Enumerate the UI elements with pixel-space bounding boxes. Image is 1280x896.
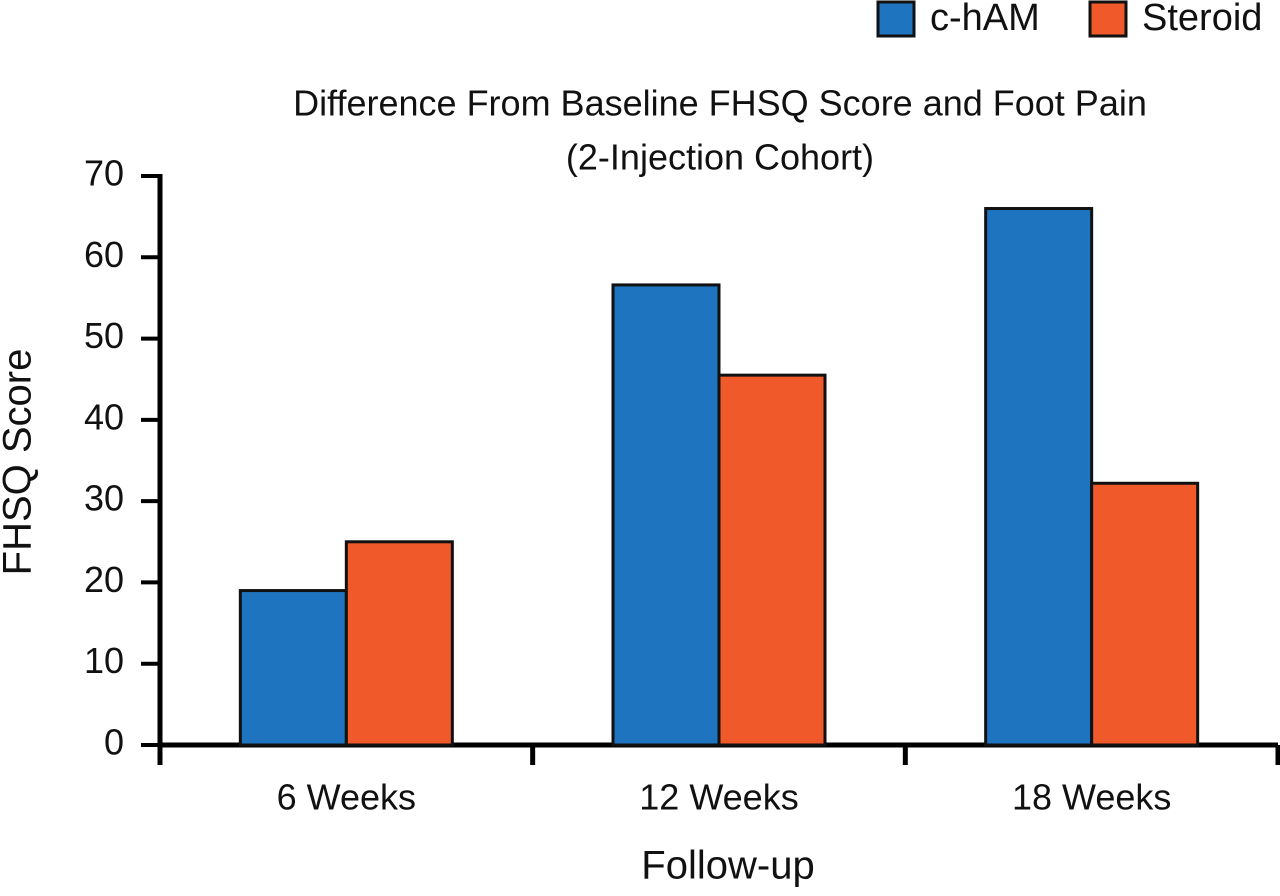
y-tick-label: 30 (84, 478, 124, 519)
bar (238, 589, 348, 747)
y-tick-label: 10 (84, 640, 124, 681)
bar (984, 207, 1094, 747)
x-tick-label: 12 Weeks (639, 777, 798, 818)
bar (1090, 481, 1200, 747)
y-tick-label: 0 (104, 722, 124, 763)
y-tick-label: 50 (84, 315, 124, 356)
y-tick-label: 70 (84, 153, 124, 194)
legend-swatch (1088, 0, 1128, 38)
bar (717, 373, 827, 747)
x-tick-label: 18 Weeks (1012, 777, 1171, 818)
x-tick-label: 6 Weeks (277, 777, 416, 818)
legend-label: Steroid (1142, 0, 1262, 39)
chart-title: Difference From Baseline FHSQ Score and … (293, 83, 1147, 124)
x-axis-label: Follow-up (641, 844, 814, 888)
chart-subtitle: (2-Injection Cohort) (566, 137, 874, 178)
legend-label: c-hAM (930, 0, 1040, 39)
bar (344, 540, 454, 747)
legend-swatch (876, 0, 916, 38)
y-axis-label: FHSQ Score (0, 349, 40, 576)
y-tick-label: 20 (84, 559, 124, 600)
bar (611, 283, 721, 747)
y-tick-label: 60 (84, 234, 124, 275)
y-tick-label: 40 (84, 396, 124, 437)
